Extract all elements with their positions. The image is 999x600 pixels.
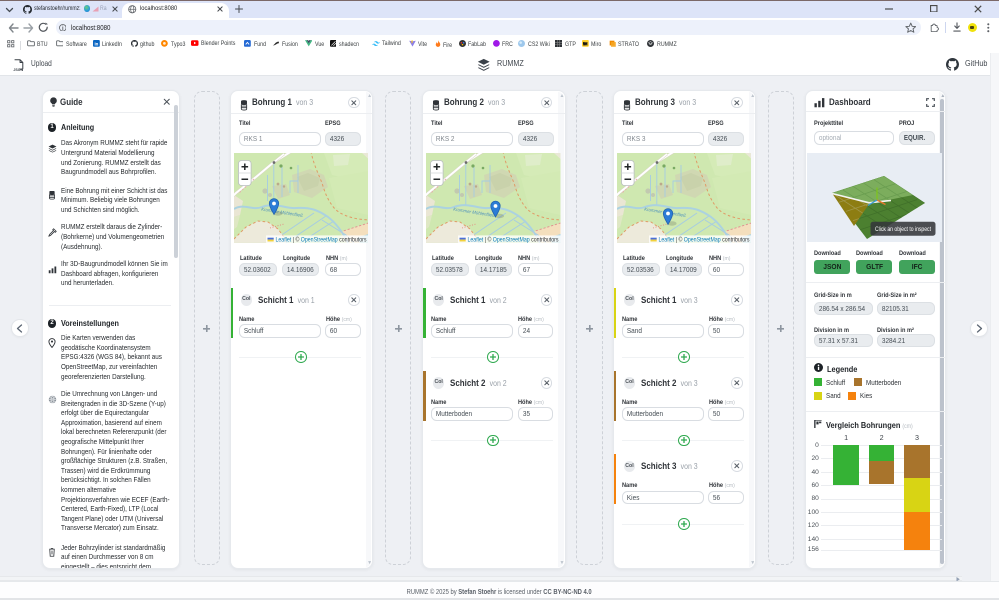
svg-text:Leaflet | © OpenStreetMap cont: Leaflet | © OpenStreetMap contributors <box>658 237 749 244</box>
svg-text:Click an object to inspect: Click an object to inspect <box>875 226 931 233</box>
svg-text:Krummer Mühlenfließ: Krummer Mühlenfließ <box>453 207 495 219</box>
svg-text:Leaflet | © OpenStreetMap cont: Leaflet | © OpenStreetMap contributors <box>468 237 559 244</box>
svg-text:Leaflet | © OpenStreetMap cont: Leaflet | © OpenStreetMap contributors <box>275 237 366 244</box>
svg-text:in: in <box>94 41 98 46</box>
svg-text:Krummer Mühlenfließ: Krummer Mühlenfließ <box>261 207 303 219</box>
svg-text:JSON: JSON <box>13 68 23 71</box>
